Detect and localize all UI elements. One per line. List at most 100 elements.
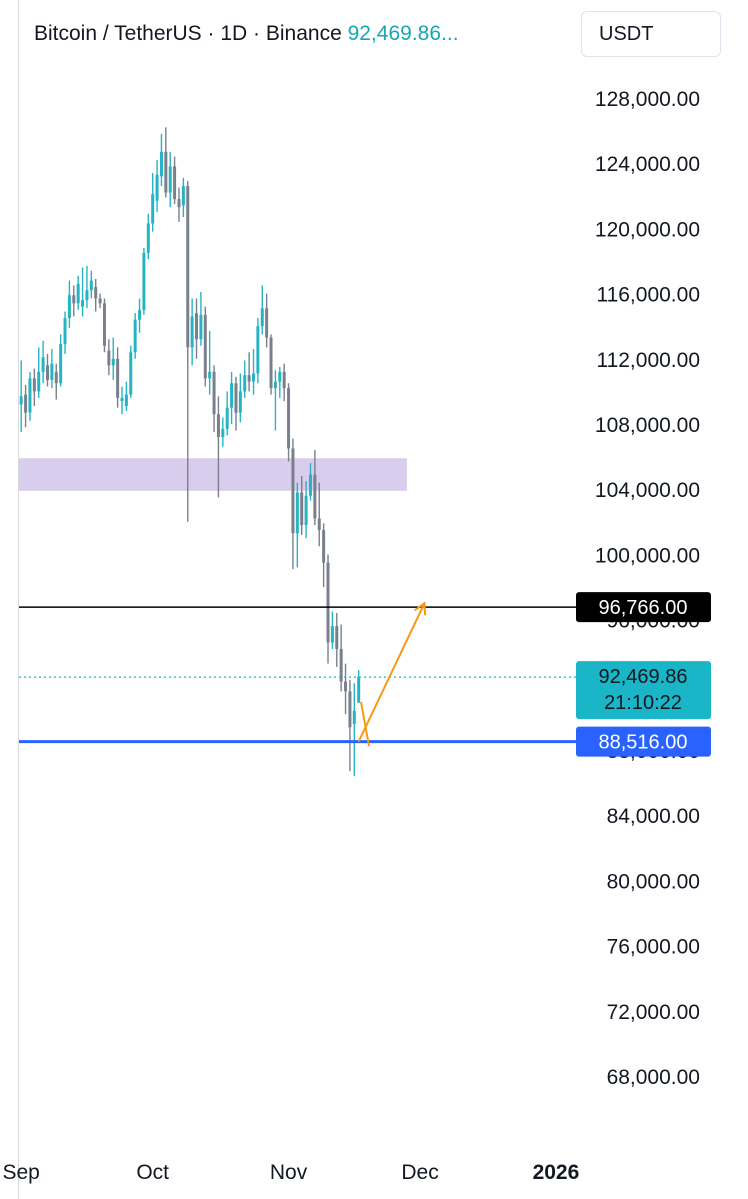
candle-body[interactable]	[146, 223, 150, 253]
countdown-label: 21:10:22	[604, 692, 682, 714]
currency-button[interactable]: USDT	[581, 11, 721, 57]
candle-body[interactable]	[37, 371, 41, 392]
last-price-tag[interactable]	[576, 661, 711, 720]
arrow-head	[414, 601, 427, 616]
candle-body[interactable]	[208, 371, 212, 379]
candle-body[interactable]	[107, 350, 111, 366]
candle-body[interactable]	[94, 287, 98, 299]
candle-body[interactable]	[76, 283, 80, 304]
x-axis-label: Oct	[136, 1161, 169, 1184]
candle-body[interactable]	[308, 474, 312, 496]
candle-body[interactable]	[234, 383, 238, 413]
candle-body[interactable]	[67, 295, 71, 319]
candle-body[interactable]	[133, 319, 137, 353]
candle-body[interactable]	[186, 186, 190, 348]
candle-body[interactable]	[330, 626, 334, 643]
candle-body[interactable]	[190, 316, 194, 348]
candle-body[interactable]	[85, 290, 89, 301]
candle-body[interactable]	[344, 681, 348, 692]
time-axis[interactable]: Sep Oct Nov Dec 2026	[3, 1161, 580, 1184]
candle-body[interactable]	[102, 303, 106, 346]
candle-body[interactable]	[142, 252, 146, 310]
candle-body[interactable]	[295, 492, 299, 534]
candle-body[interactable]	[181, 186, 185, 206]
candle-body[interactable]	[243, 375, 247, 392]
candle-body[interactable]	[291, 448, 295, 534]
support-price-tag[interactable]	[576, 726, 711, 757]
candle-body[interactable]	[203, 314, 207, 379]
candle-body[interactable]	[151, 194, 155, 224]
candle-body[interactable]	[199, 314, 203, 340]
candle-body[interactable]	[159, 151, 163, 177]
candle-body[interactable]	[251, 373, 255, 382]
candle-body[interactable]	[98, 298, 102, 304]
candle-body[interactable]	[348, 691, 352, 728]
candle-body[interactable]	[173, 166, 177, 200]
candle-body[interactable]	[195, 313, 199, 340]
candle-body[interactable]	[269, 337, 273, 389]
candle-body[interactable]	[54, 371, 58, 384]
y-tick-label: 120,000.00	[595, 218, 700, 241]
candle-body[interactable]	[357, 676, 361, 703]
candle-body[interactable]	[221, 428, 225, 438]
candle-body[interactable]	[304, 495, 308, 526]
price-tags: 96,766.00 92,469.86 21:10:22 88,516.00	[576, 592, 711, 757]
candle-body[interactable]	[278, 371, 282, 382]
candle-body[interactable]	[19, 396, 23, 405]
candle-body[interactable]	[317, 518, 321, 530]
candle-body[interactable]	[45, 365, 49, 380]
y-tick-label: 124,000.00	[595, 153, 700, 176]
candle-body[interactable]	[300, 492, 304, 526]
candle-body[interactable]	[155, 174, 159, 201]
candle-body[interactable]	[177, 199, 181, 208]
candle-body[interactable]	[212, 371, 216, 415]
candle-body[interactable]	[50, 363, 54, 380]
candle-body[interactable]	[313, 474, 317, 519]
candle-body[interactable]	[282, 371, 286, 389]
candle-body[interactable]	[72, 295, 76, 304]
candle-body[interactable]	[326, 562, 330, 643]
candle-body[interactable]	[63, 318, 67, 345]
candle-body[interactable]	[59, 344, 63, 384]
candle-body[interactable]	[89, 280, 93, 291]
candle-body[interactable]	[265, 308, 269, 338]
header-last-price: 92,469.86...	[347, 22, 459, 45]
candle-body[interactable]	[335, 626, 339, 649]
symbol-title: Bitcoin / TetherUS · 1D · Binance	[34, 22, 342, 45]
candle-body[interactable]	[138, 309, 142, 320]
resistance-zone[interactable]	[19, 458, 407, 491]
candle-body[interactable]	[256, 326, 260, 374]
candle-body[interactable]	[32, 378, 36, 392]
y-tick-label: 116,000.00	[596, 284, 700, 307]
candle-body[interactable]	[287, 388, 291, 449]
projection-arrow[interactable]	[357, 601, 427, 747]
candle-body[interactable]	[41, 357, 45, 372]
price-axis[interactable]: 128,000.00 124,000.00 120,000.00 116,000.00…	[595, 88, 700, 1089]
arrow-line[interactable]	[357, 602, 426, 743]
candle-body[interactable]	[81, 300, 85, 307]
candle-body[interactable]	[120, 397, 124, 402]
candle-body[interactable]	[238, 391, 242, 413]
candle-body[interactable]	[322, 529, 326, 563]
candle-body[interactable]	[339, 648, 343, 682]
y-tick-label: 108,000.00	[595, 414, 700, 437]
candle-body[interactable]	[116, 358, 120, 398]
candle-body[interactable]	[230, 383, 234, 408]
candle-body[interactable]	[216, 414, 220, 438]
candle-body[interactable]	[111, 358, 115, 366]
symbol-header[interactable]: Bitcoin / TetherUS · 1D · Binance 92,469…	[34, 22, 459, 46]
candle-body[interactable]	[260, 308, 264, 327]
candle-body[interactable]	[129, 352, 133, 395]
resistance-price-tag[interactable]	[576, 592, 711, 623]
candle-body[interactable]	[225, 407, 229, 429]
chart-left-border	[18, 0, 19, 1199]
candle-body[interactable]	[28, 378, 32, 413]
candle-body[interactable]	[247, 375, 251, 382]
candle-body[interactable]	[352, 710, 356, 724]
candle-body[interactable]	[168, 166, 172, 193]
candle-body[interactable]	[273, 381, 277, 389]
candle-body[interactable]	[24, 394, 28, 413]
candle-body[interactable]	[124, 394, 128, 407]
candle-body[interactable]	[164, 151, 168, 193]
